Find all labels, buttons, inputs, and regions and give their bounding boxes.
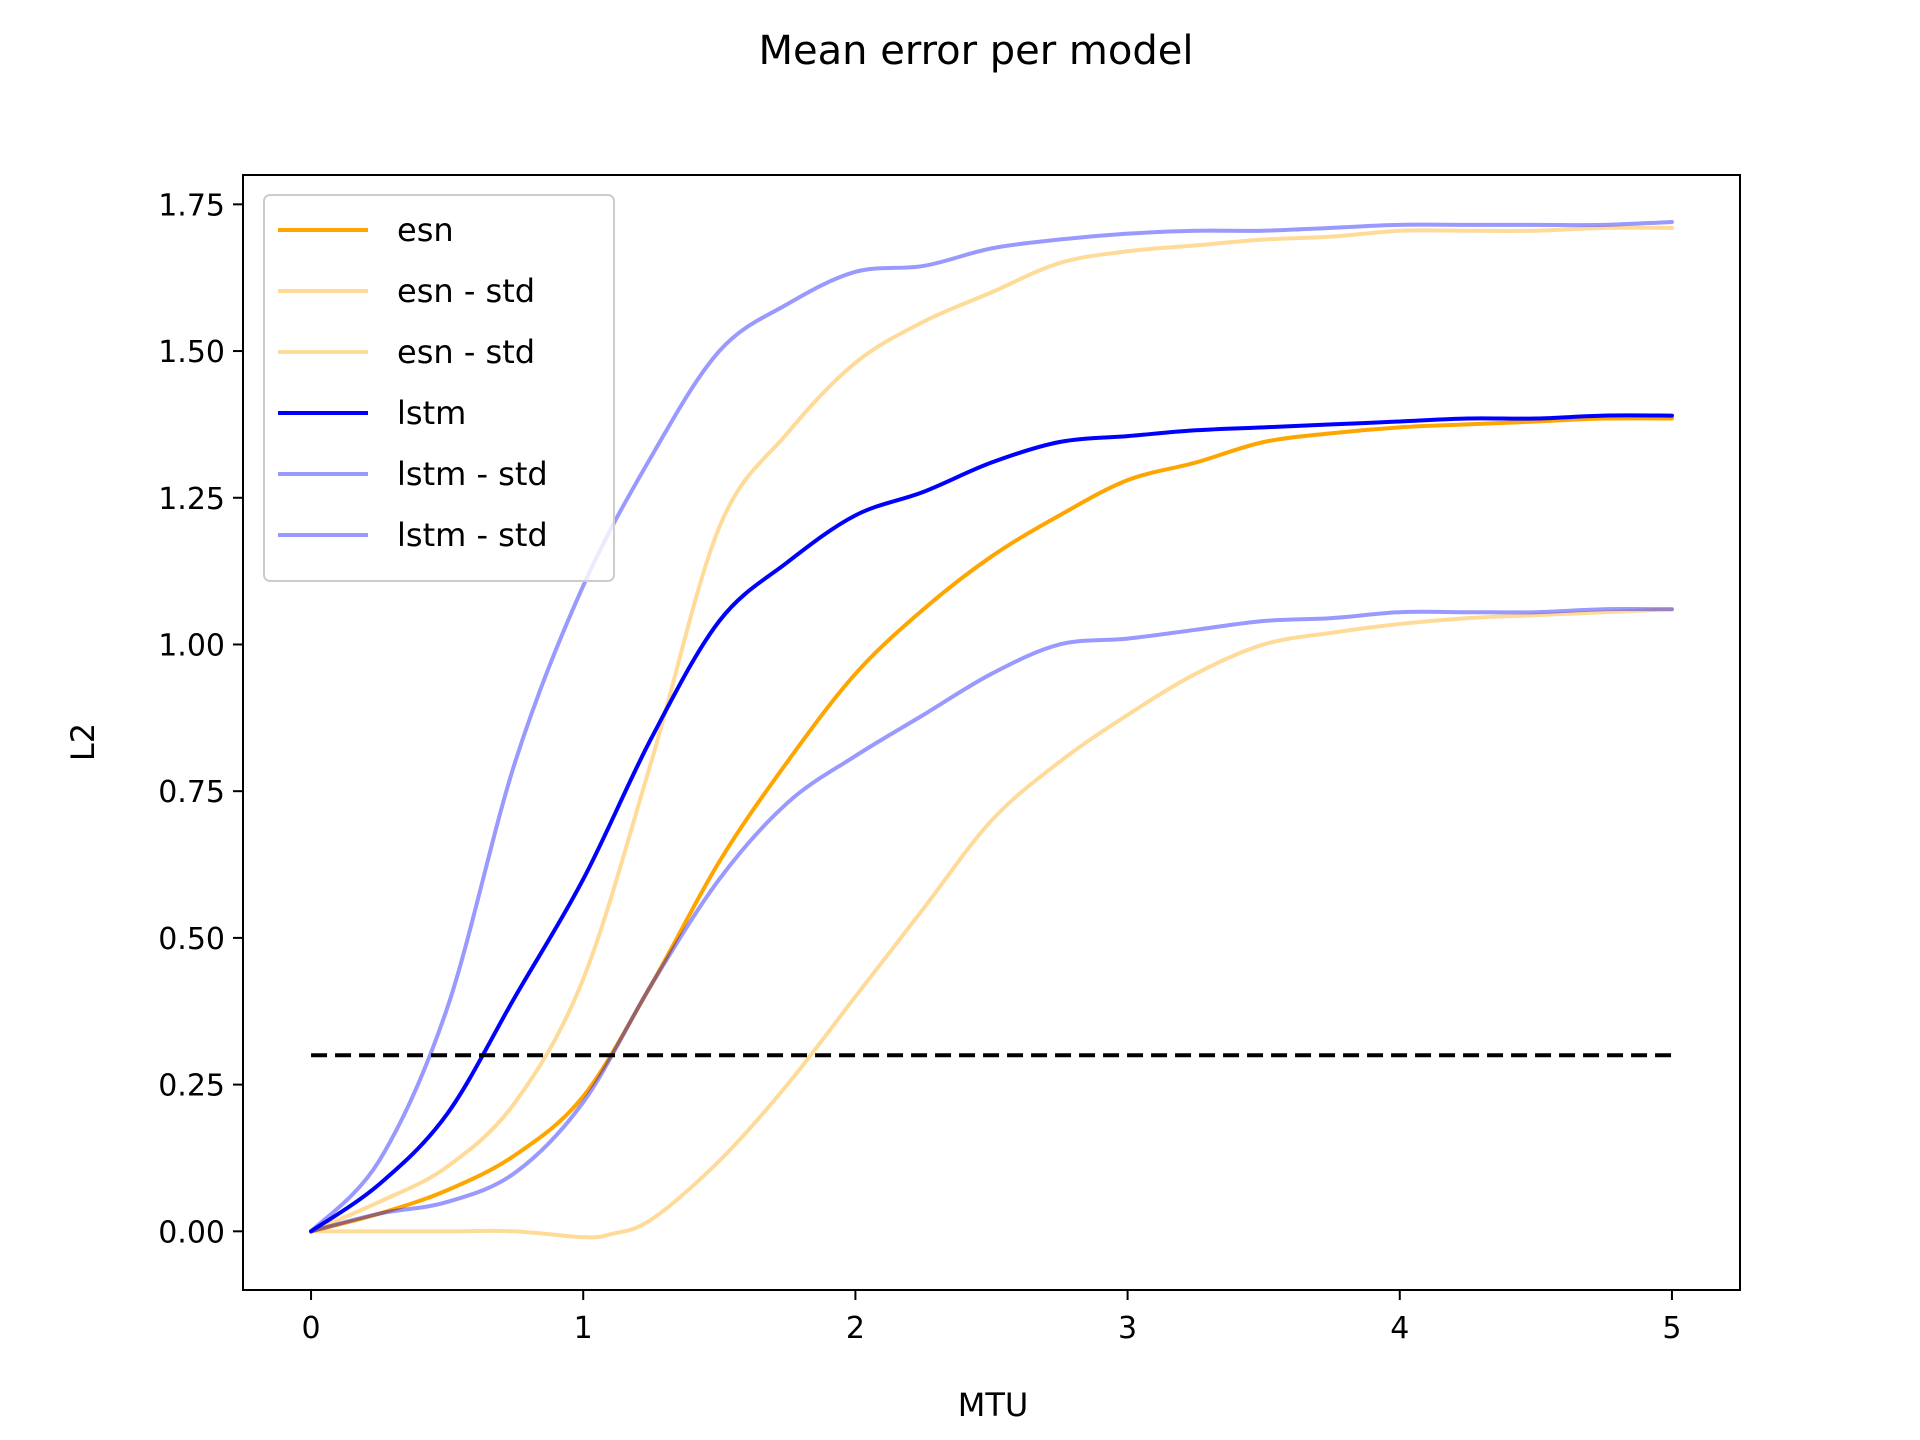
series-line-2	[309, 607, 1674, 1240]
y-tick-label-1: 0.25	[158, 1069, 225, 1104]
legend-label-3: lstm	[397, 394, 466, 432]
x-tick-label-1: 1	[574, 1311, 593, 1346]
y-tick-label-5: 1.25	[158, 482, 225, 517]
legend-label-1: esn - std	[397, 272, 535, 310]
legend-label-4: lstm - std	[397, 455, 548, 493]
y-tick-label-6: 1.50	[158, 335, 225, 370]
series-line-1	[309, 225, 1674, 1234]
y-tick-label-3: 0.75	[158, 775, 225, 810]
legend: esn esn - std esn - std lstm lstm - std lstm …	[263, 194, 615, 582]
chart-title: Mean error per model	[759, 28, 1194, 74]
y-tick-label-2: 0.50	[158, 922, 225, 957]
x-tick-label-0: 0	[301, 1311, 320, 1346]
legend-label-0: esn	[397, 211, 454, 249]
y-axis-label: L2	[64, 723, 102, 761]
series-line-0	[309, 416, 1674, 1234]
y-tick-label-7: 1.75	[158, 188, 225, 223]
plot-frame	[242, 174, 1741, 1291]
series-line-4	[309, 219, 1674, 1234]
axes: 0 1 2 3 4 5 0.00 0.25 0.50 0.75 1.00 1.25 1.50 1.75	[158, 174, 1741, 1346]
x-tick-label-4: 4	[1390, 1311, 1409, 1346]
y-tick-label-0: 0.00	[158, 1215, 225, 1250]
series-line-5	[309, 607, 1674, 1234]
x-tick-label-5: 5	[1662, 1311, 1681, 1346]
x-tick-label-3: 3	[1118, 1311, 1137, 1346]
legend-label-5: lstm - std	[397, 516, 548, 554]
legend-label-2: esn - std	[397, 333, 535, 371]
legend-box	[263, 194, 615, 582]
y-tick-label-4: 1.00	[158, 628, 225, 663]
series-line-3	[309, 413, 1674, 1234]
x-tick-label-2: 2	[846, 1311, 865, 1346]
x-axis-label: MTU	[958, 1386, 1029, 1424]
plot-area	[309, 219, 1674, 1240]
